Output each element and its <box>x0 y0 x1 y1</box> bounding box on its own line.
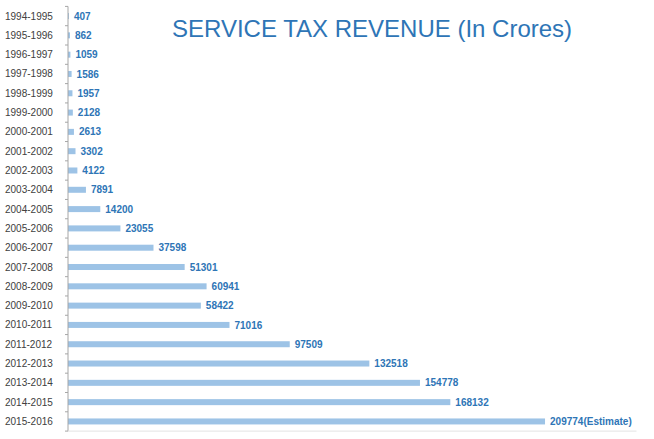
data-label: 407 <box>74 11 91 22</box>
data-label: 58422 <box>206 300 234 311</box>
category-label: 2014-2015 <box>5 397 53 408</box>
category-label: 2009-2010 <box>5 300 53 311</box>
category-label: 1996-1997 <box>5 49 53 60</box>
category-label: 2004-2005 <box>5 204 53 215</box>
title: SERVICE TAX REVENUE (In Crores) <box>172 15 572 42</box>
bar <box>68 303 201 309</box>
category-label: 2011-2012 <box>5 339 53 350</box>
data-label: 14200 <box>105 204 133 215</box>
data-label: 37598 <box>158 242 186 253</box>
category-tick <box>65 411 68 412</box>
category-tick <box>65 45 68 46</box>
category-tick <box>65 295 68 296</box>
category-tick <box>65 122 68 123</box>
data-label: 154778 <box>425 377 459 388</box>
category-tick <box>65 392 68 393</box>
data-label: 7891 <box>91 184 114 195</box>
bar <box>68 341 290 347</box>
category-label: 2012-2013 <box>5 358 53 369</box>
category-label: 2007-2008 <box>5 262 53 273</box>
category-tick <box>65 141 68 142</box>
category-tick <box>65 315 68 316</box>
category-label: 2013-2014 <box>5 377 53 388</box>
category-tick <box>65 83 68 84</box>
bar <box>68 380 420 386</box>
category-label: 1994-1995 <box>5 11 53 22</box>
category-tick <box>65 238 68 239</box>
bar <box>68 399 450 405</box>
bar <box>68 283 207 289</box>
data-label: 862 <box>75 30 92 41</box>
category-label: 1995-1996 <box>5 30 53 41</box>
data-label: 2613 <box>79 126 102 137</box>
category-tick <box>65 431 68 432</box>
category-tick <box>65 218 68 219</box>
data-label: 2128 <box>78 107 101 118</box>
data-label: 4122 <box>82 165 105 176</box>
category-tick <box>65 199 68 200</box>
category-tick <box>65 257 68 258</box>
bar <box>68 245 153 251</box>
category-tick <box>65 353 68 354</box>
data-label: 1957 <box>77 88 100 99</box>
category-label: 2008-2009 <box>5 281 53 292</box>
chart: SERVICE TAX REVENUE (In Crores) 407 862 105… <box>0 0 654 439</box>
bar <box>68 264 185 270</box>
category-tick <box>65 102 68 103</box>
category-tick <box>65 276 68 277</box>
category-tick <box>65 180 68 181</box>
data-label: 209774(Estimate) <box>550 416 632 427</box>
bar <box>68 361 369 367</box>
category-label: 1998-1999 <box>5 88 53 99</box>
category-label: 1999-2000 <box>5 107 53 118</box>
data-label: 51301 <box>190 262 218 273</box>
category-tick <box>65 160 68 161</box>
category-tick <box>65 64 68 65</box>
bar <box>68 225 120 231</box>
bar <box>68 418 545 424</box>
category-tick <box>65 6 68 7</box>
category-label: 2010-2011 <box>5 319 53 330</box>
bars <box>68 13 545 424</box>
category-label: 1997-1998 <box>5 68 53 79</box>
category-label: 2006-2007 <box>5 242 53 253</box>
bar <box>68 187 86 193</box>
data-label: 168132 <box>455 397 489 408</box>
category-tick <box>65 334 68 335</box>
bar <box>68 129 74 135</box>
bar <box>68 322 229 328</box>
category-label: 2001-2002 <box>5 146 53 157</box>
bar <box>68 110 73 116</box>
category-tick <box>65 25 68 26</box>
bar <box>68 206 100 212</box>
data-label: 3302 <box>81 146 104 157</box>
value-axis <box>68 431 637 432</box>
category-label: 2002-2003 <box>5 165 53 176</box>
category-label: 2003-2004 <box>5 184 53 195</box>
category-label: 2000-2001 <box>5 126 53 137</box>
data-label: 1586 <box>77 69 100 80</box>
category-tick <box>65 373 68 374</box>
bar <box>68 167 77 173</box>
data-label: 60941 <box>212 281 240 292</box>
data-label: 1059 <box>75 49 98 60</box>
category-label: 2015-2016 <box>5 416 53 427</box>
data-label: 71016 <box>234 320 262 331</box>
data-label: 97509 <box>295 339 323 350</box>
bar <box>68 71 72 77</box>
category-label: 2005-2006 <box>5 223 53 234</box>
bar <box>68 148 76 154</box>
data-label: 132518 <box>374 358 408 369</box>
data-label: 23055 <box>125 223 153 234</box>
bar <box>68 90 72 96</box>
